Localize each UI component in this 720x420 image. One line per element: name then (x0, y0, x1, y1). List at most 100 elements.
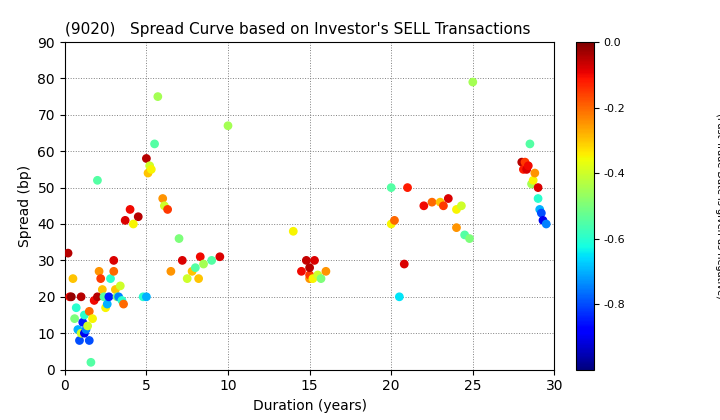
Point (516, 159, 528, 165)
Point (165, 268, 176, 275)
Point (91, 177, 103, 184)
Point (78, 312, 90, 318)
Point (206, 257, 217, 264)
Point (127, 220, 139, 227)
Point (287, 228, 299, 235)
Point (304, 264, 315, 271)
Point (108, 257, 120, 264)
Point (186, 268, 198, 275)
Point (214, 253, 225, 260)
Point (149, 141, 161, 147)
Point (222, 122, 234, 129)
Point (459, 231, 470, 238)
Point (66, 294, 77, 300)
Point (389, 217, 400, 224)
Point (114, 283, 126, 289)
Point (532, 184, 544, 191)
Point (193, 275, 204, 282)
Point (91, 294, 103, 300)
Point (194, 253, 206, 260)
Point (536, 210, 547, 216)
Point (518, 166, 529, 173)
Point (87, 315, 99, 322)
Point (296, 268, 307, 275)
Point (181, 275, 193, 282)
Point (104, 275, 116, 282)
Point (96, 286, 108, 293)
Point (309, 257, 320, 264)
Point (307, 275, 319, 282)
Point (69, 315, 81, 322)
Text: (9020)   Spread Curve based on Investor's SELL Transactions: (9020) Spread Curve based on Investor's … (65, 22, 531, 37)
Point (80, 326, 91, 333)
Point (112, 294, 123, 300)
Point (464, 235, 475, 242)
Point (102, 301, 113, 307)
Point (528, 177, 539, 184)
Point (521, 166, 532, 173)
Point (100, 304, 112, 311)
Point (541, 220, 552, 227)
Point (315, 275, 327, 282)
Point (304, 272, 315, 278)
Point (132, 213, 144, 220)
Point (312, 272, 323, 278)
Point (138, 294, 149, 300)
Point (519, 159, 531, 165)
Point (125, 206, 136, 213)
Point (76, 294, 87, 300)
Point (73, 337, 85, 344)
Point (143, 170, 154, 176)
Point (157, 195, 168, 202)
Point (456, 202, 467, 209)
Point (85, 359, 96, 366)
X-axis label: Duration (years): Duration (years) (253, 399, 366, 413)
Point (524, 141, 536, 147)
Point (84, 337, 95, 344)
Point (176, 257, 188, 264)
Point (77, 319, 89, 326)
Point (402, 184, 413, 191)
Point (443, 195, 454, 202)
Point (394, 294, 405, 300)
Y-axis label: Spread (bp): Spread (bp) (18, 165, 32, 247)
Point (109, 286, 121, 293)
Point (76, 330, 87, 336)
Point (140, 294, 152, 300)
Point (118, 301, 130, 307)
Point (198, 261, 210, 268)
Point (94, 268, 105, 275)
Point (140, 155, 152, 162)
Point (98, 294, 109, 300)
Point (103, 294, 114, 300)
Point (320, 268, 332, 275)
Point (385, 220, 397, 227)
Point (451, 206, 462, 213)
Point (532, 195, 544, 202)
Point (108, 268, 120, 275)
Point (300, 257, 312, 264)
Point (78, 330, 90, 336)
Point (523, 163, 534, 169)
Point (529, 170, 541, 176)
Point (72, 326, 84, 333)
Point (534, 206, 546, 213)
Point (426, 199, 438, 205)
Point (113, 294, 125, 300)
Point (174, 235, 185, 242)
Point (64, 294, 76, 300)
Point (152, 93, 163, 100)
Point (162, 206, 174, 213)
Point (71, 304, 82, 311)
Point (67, 275, 78, 282)
Point (526, 181, 537, 187)
Point (63, 250, 74, 257)
Point (82, 323, 94, 329)
Point (84, 308, 95, 315)
Y-axis label: Time in years between 5/2/2025 and Trade Date
(Past Trade Date is given as negat: Time in years between 5/2/2025 and Trade… (715, 88, 720, 324)
Point (144, 163, 156, 169)
Point (145, 166, 157, 173)
Point (95, 275, 107, 282)
Point (467, 79, 479, 85)
Point (116, 297, 127, 304)
